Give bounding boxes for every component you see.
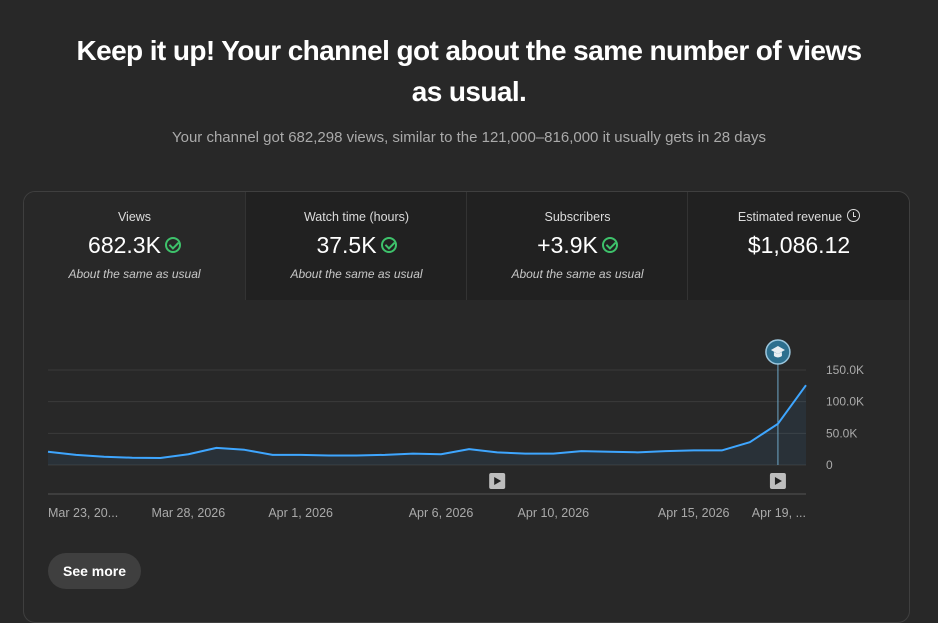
page-subtitle: Your channel got 682,298 views, similar … xyxy=(171,129,766,146)
metric-value-text: +3.9K xyxy=(537,232,598,258)
x-tick-label: Mar 28, 2026 xyxy=(152,506,226,520)
headline-line-1: Keep it up! Your channel got about the s… xyxy=(76,35,862,66)
graduation-cap-icon xyxy=(770,346,785,354)
metric-value: 37.5K xyxy=(246,232,467,259)
page-headline: Keep it up! Your channel got about the s… xyxy=(0,30,938,112)
y-tick-label: 150.0K xyxy=(826,363,864,377)
metric-value: 682.3K xyxy=(24,232,245,259)
tab-subscribers[interactable]: Subscribers +3.9K About the same as usua… xyxy=(466,192,688,300)
views-chart: 0 50.0K 100.0K 150.0K Mar 23, 20... Mar 28, 2… xyxy=(47,339,864,520)
data-point xyxy=(552,453,554,455)
metric-note: About the same as usual xyxy=(511,267,644,281)
y-tick-label: 50.0K xyxy=(826,426,857,440)
data-point xyxy=(777,423,779,425)
data-point xyxy=(608,451,610,453)
data-point xyxy=(665,450,667,452)
y-tick-label: 100.0K xyxy=(826,395,864,409)
metric-tabs: Views 682.3K About the same as usual Wat… xyxy=(24,192,909,300)
metric-value-text: 37.5K xyxy=(316,232,377,258)
data-point xyxy=(103,456,105,458)
metric-note: About the same as usual xyxy=(290,267,423,281)
metric-label: Subscribers xyxy=(544,210,611,224)
x-tick-label: Apr 10, 2026 xyxy=(518,506,590,520)
analytics-card: Views 682.3K About the same as usual Wat… xyxy=(23,191,910,623)
data-point xyxy=(524,453,526,455)
data-point xyxy=(300,454,302,456)
tab-views[interactable]: Views 682.3K About the same as usual xyxy=(24,192,245,300)
data-point xyxy=(159,457,161,459)
data-point xyxy=(328,455,330,457)
metric-value-text: 682.3K xyxy=(88,232,161,258)
data-point xyxy=(468,448,470,450)
check-circle-icon xyxy=(601,236,618,253)
metric-value: $1,086.12 xyxy=(747,232,851,258)
clock-icon xyxy=(847,209,861,223)
data-point xyxy=(721,449,723,451)
data-point xyxy=(693,449,695,451)
check-circle-icon xyxy=(164,236,181,253)
data-point xyxy=(244,449,246,451)
see-more-button[interactable]: See more xyxy=(48,553,142,589)
tab-estimated-revenue[interactable]: Estimated revenue $1,086.12 xyxy=(687,192,909,300)
x-tick-label: Mar 23, 20... xyxy=(48,506,118,520)
headline-line-2: as usual. xyxy=(411,76,527,107)
check-circle-icon xyxy=(380,236,397,253)
graduation-cap-icon-base xyxy=(773,352,782,358)
x-tick-label: Apr 19, ... xyxy=(752,506,806,520)
metric-value: +3.9K xyxy=(467,232,688,259)
series-line xyxy=(47,384,807,460)
data-point xyxy=(384,454,386,456)
data-point xyxy=(356,455,358,457)
data-point xyxy=(75,454,77,456)
x-tick-label: Apr 15, 2026 xyxy=(658,506,730,520)
metric-label: Views xyxy=(117,210,152,224)
data-point xyxy=(805,384,807,386)
metric-label-text: Estimated revenue xyxy=(737,210,843,224)
data-point xyxy=(412,453,414,455)
metric-label: Estimated revenue xyxy=(688,209,909,224)
data-point xyxy=(272,454,274,456)
series-area xyxy=(48,385,806,465)
play-icon xyxy=(494,477,502,485)
data-point xyxy=(131,457,133,459)
x-tick-label: Apr 1, 2026 xyxy=(268,506,333,520)
x-tick-label: Apr 6, 2026 xyxy=(409,506,474,520)
data-point xyxy=(187,453,189,455)
metric-label: Watch time (hours) xyxy=(303,210,410,224)
data-point xyxy=(496,451,498,453)
data-point xyxy=(440,453,442,455)
data-point xyxy=(215,447,217,449)
data-point xyxy=(637,451,639,453)
play-icon xyxy=(774,477,782,485)
y-tick-label: 0 xyxy=(826,458,833,472)
metric-note: About the same as usual xyxy=(68,267,201,281)
data-point xyxy=(749,441,751,443)
data-point xyxy=(580,450,582,452)
data-point xyxy=(47,451,49,453)
tab-watch-time[interactable]: Watch time (hours) 37.5K About the same … xyxy=(245,192,467,300)
